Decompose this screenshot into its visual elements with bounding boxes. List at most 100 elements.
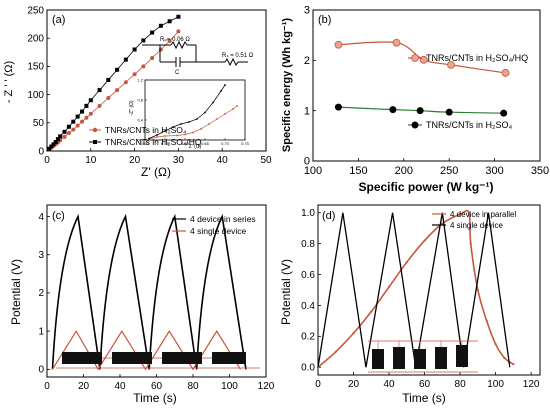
panel-b-ytick-label: 0	[304, 156, 310, 168]
panel-a-ytick-label: 0	[38, 146, 44, 157]
panel-b: (b) Specific energy (Wh kg⁻¹) Specific p…	[281, 5, 549, 194]
panel-b-point-h2so4	[416, 107, 424, 115]
panel-b-xtick-label: 150	[349, 165, 367, 177]
panel-c-xtick-label: 20	[78, 381, 90, 392]
panel-a-point-hq	[141, 38, 146, 43]
panel-a-point-hq	[51, 142, 56, 147]
panel-c-ytick-label: 2	[38, 288, 44, 299]
panel-a-point-h2so4	[80, 119, 85, 124]
legend-label-a2: TNRs/CNTs in H₂SO₄/HQ	[105, 137, 202, 147]
panel-b-point-h2so4	[500, 109, 508, 117]
legend-label-c1: 4 device in series	[190, 214, 256, 224]
panel-b-xlabel: Specific power (W kg⁻¹)	[358, 180, 493, 194]
panel-d-point	[512, 363, 515, 366]
panel-b-ytick-label: 1	[304, 105, 310, 117]
panel-d-xtick-label: 120	[523, 379, 540, 390]
legend-label-b1: TNRs/CNTs in H₂SO₄/HQ	[426, 53, 528, 63]
circuit-diagram: Rₚ= 0.06 Ω C Rₛ = 0.51 Ω	[142, 37, 254, 76]
panel-d-ytick-label: 0.6	[301, 270, 315, 281]
inset-xtick-label: 0.65	[201, 141, 210, 146]
inset-xtick-label: 0.50	[141, 141, 150, 146]
panel-a-ytick-label: 250	[27, 5, 44, 16]
inset-ytick-label: 0.4	[137, 118, 143, 123]
panel-a-xtick-label: 0	[44, 155, 50, 166]
panel-a-ytick-label: 50	[33, 118, 45, 129]
panel-a-point-hq	[80, 109, 85, 114]
panel-a-point-hq	[88, 98, 93, 103]
inset-point	[208, 123, 210, 125]
panel-c-xtick-label: 100	[221, 381, 238, 392]
panel-b-ylabel: Specific energy (Wh kg⁻¹)	[281, 18, 293, 152]
panel-d-point	[503, 356, 506, 360]
panel-b-ytick-label: 3	[304, 5, 310, 17]
legend-marker-a1	[92, 127, 98, 133]
inset-point	[204, 111, 206, 114]
panel-a-frame	[46, 9, 267, 152]
panel-b-point-hq	[392, 38, 401, 47]
panel-b-ytick-label: 2	[304, 55, 310, 67]
panel-a-point-h2so4	[158, 47, 163, 52]
panel-b-legend-1: TNRs/CNTs in H₂SO₄/HQ	[408, 53, 528, 63]
panel-a-point-hq	[158, 23, 163, 28]
panel-a-point-hq	[62, 129, 67, 134]
panel-b-point-h2so4	[389, 106, 397, 114]
panel-d-point	[469, 242, 472, 245]
inset-xtick-label: 0.60	[181, 141, 190, 146]
panel-b-label: (b)	[318, 14, 331, 26]
legend-label-b2: TNRs/CNTs in H₂SO₄	[426, 120, 512, 130]
panel-a-point-h2so4	[123, 80, 128, 85]
inset-point	[216, 118, 218, 120]
panel-a-point-hq	[167, 19, 172, 24]
panel-a-point-hq	[150, 30, 155, 35]
panel-a-label: (a)	[52, 14, 65, 26]
panel-c-xtick-label: 40	[114, 381, 126, 392]
inset-series-line-0	[148, 105, 238, 140]
panel-d-ytick-label: 0.4	[301, 301, 315, 312]
panel-a-ylabel: - Z ' ' (Ω)	[3, 61, 15, 103]
panel-a-point-hq	[75, 114, 80, 119]
legend-marker-b2	[411, 121, 419, 129]
inset-point	[196, 118, 198, 120]
inset-point	[148, 137, 150, 140]
panel-a-point-hq	[115, 67, 120, 72]
panel-b-point-hq	[334, 40, 343, 49]
inset-ytick-label: 0.0	[137, 138, 143, 143]
panel-c-legend: 4 device in series 4 single device	[172, 214, 256, 236]
inset-ylabel: -Z'' (Ω)	[129, 100, 135, 115]
panel-a-point-h2so4	[150, 55, 155, 60]
legend-marker-b1	[411, 54, 419, 62]
panel-a: (a) - Z ' ' (Ω) Z' (Ω) 0 10 20 30 40 50 0 50 100…	[3, 5, 272, 179]
inset-xtick-label: 0.55	[161, 141, 170, 146]
panel-a-xtick-label: 10	[85, 155, 97, 166]
series-device-illustration	[56, 352, 260, 369]
legend-marker-a2	[93, 140, 97, 144]
panel-a-point-hq	[106, 77, 111, 82]
panel-d-ytick-label: 0.0	[301, 363, 315, 374]
panel-a-point-hq	[123, 57, 128, 62]
panel-d-series-line-1	[317, 212, 511, 368]
inset-point	[224, 84, 226, 86]
panel-c-xtick-label: 120	[258, 381, 275, 392]
panel-a-xtick-label: 50	[260, 155, 272, 166]
panel-d-ytick-label: 0.8	[301, 239, 315, 250]
panel-a-xtick-label: 20	[129, 155, 141, 166]
panel-c-series-line-1	[51, 329, 241, 371]
panel-a-point-hq	[66, 124, 71, 129]
panel-a-point-hq	[71, 119, 76, 124]
inset-point	[200, 128, 202, 130]
panel-b-xtick-label: 200	[395, 165, 413, 177]
inset-point	[232, 108, 234, 110]
panel-a-point-h2so4	[176, 29, 181, 34]
panel-c-ytick-label: 0	[38, 365, 44, 376]
panel-b-point-h2so4	[445, 108, 453, 116]
parallel-device-illustration	[368, 340, 478, 373]
panel-d-point	[423, 239, 426, 242]
panel-b-xtick-label: 250	[440, 165, 458, 177]
panel-d-point	[485, 319, 488, 323]
panel-a-point-h2so4	[75, 123, 80, 128]
panel-a-point-hq	[49, 144, 54, 149]
panel-d-point	[458, 213, 462, 216]
inset-xlabel: Z' (Ω)	[189, 144, 202, 150]
legend-label-a1: TNRs/CNTs in H₂SO₄	[105, 125, 187, 135]
